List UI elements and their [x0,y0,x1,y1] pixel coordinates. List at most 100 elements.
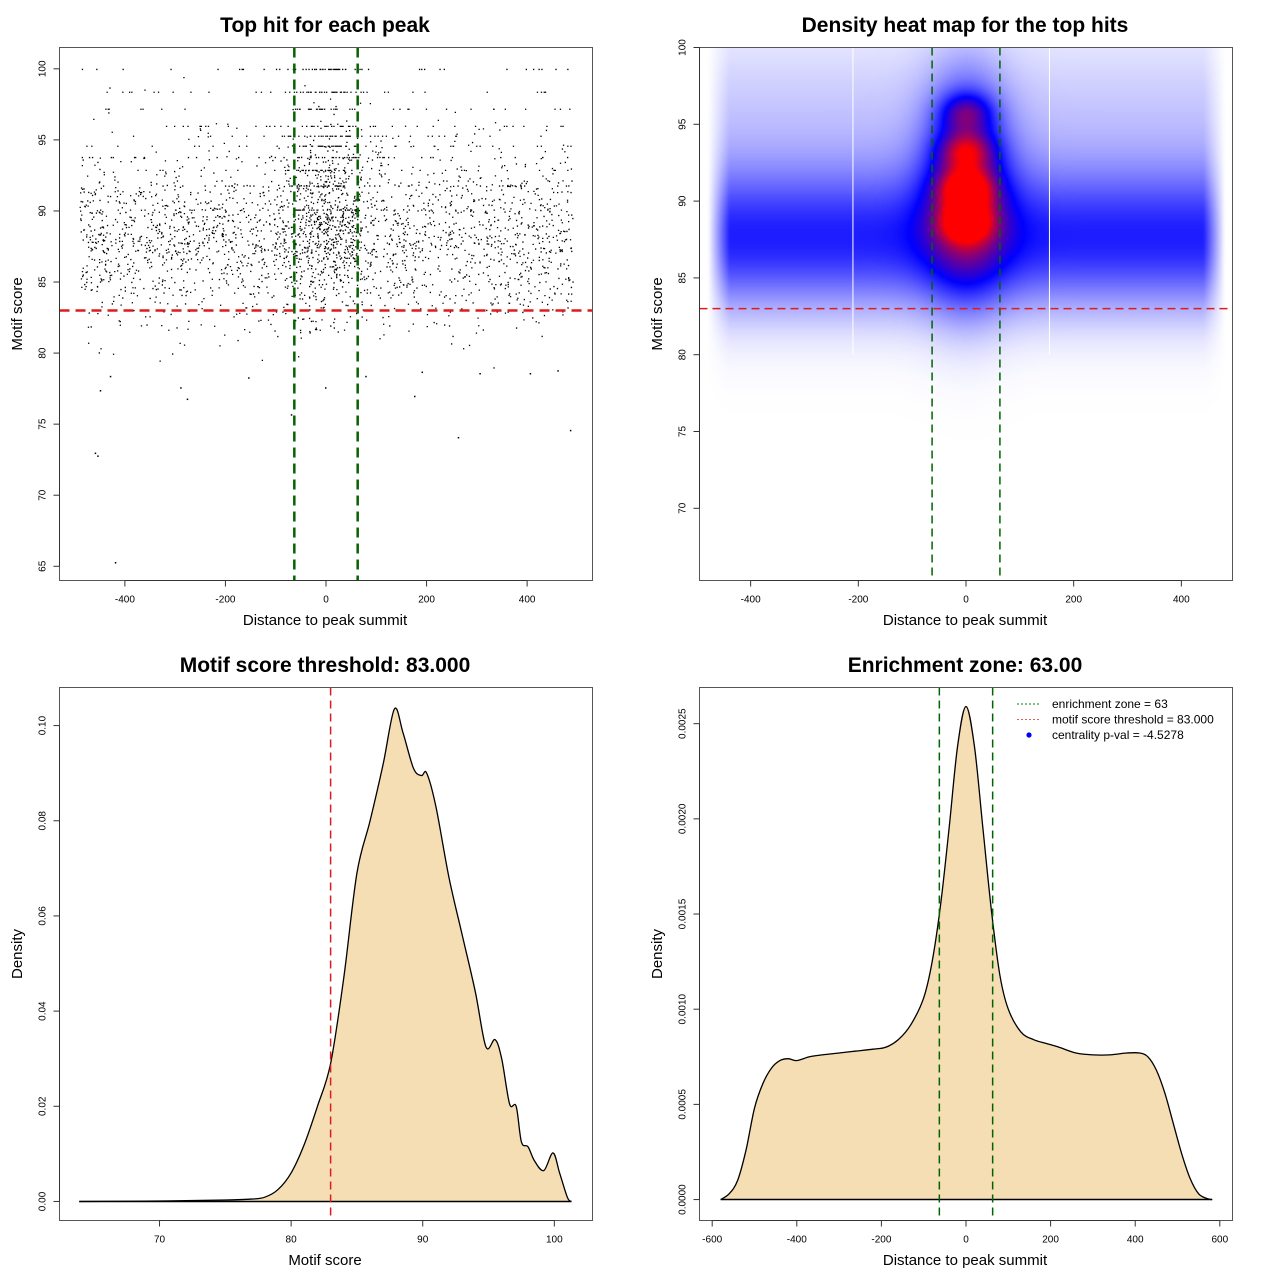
scatter-point [421,371,424,374]
y-tick-label: 85 [678,272,689,284]
x-tick-label: 400 [519,595,536,606]
scatter-point [94,452,97,455]
x-axis-label: Motif score [288,1252,361,1269]
y-tick-label: 0.10 [38,715,49,735]
panel-heatmap: Density heat map for the top hits -400 -2… [649,14,1233,629]
y-tick-label: 0.0025 [678,708,689,739]
y-tick-label: 70 [678,502,689,514]
legend-label: centrality p-val = -4.5278 [1052,728,1184,742]
legend-label: motif score threshold = 83.000 [1052,713,1214,727]
scatter-points-bulk [79,68,574,369]
scatter-point [324,387,327,389]
axes: -600 -400 -200 0 200 400 600 0.0000 0.0005 0.0010… [678,708,1229,1246]
y-tick-label: 0.04 [38,1001,49,1021]
x-tick-label: 0 [323,595,329,606]
panel-distance-density: Enrichment zone: 63.00 -600 -400 -200 0 200 4… [649,654,1233,1269]
scatter-point [457,436,460,439]
scatter-point [99,390,102,392]
chart-title: Motif score threshold: 83.000 [180,654,471,677]
y-tick-label: 95 [38,134,49,146]
y-axis-label: Motif score [649,277,666,350]
x-tick-label: 200 [1065,595,1082,606]
y-tick-label: 0.0020 [678,803,689,834]
x-tick-label: 100 [546,1235,563,1246]
scatter-point [248,377,250,379]
y-tick-label: 0.0015 [678,898,689,929]
legend-item: enrichment zone = 63 [1017,697,1168,711]
x-axis-label: Distance to peak summit [883,612,1048,629]
axes: -400 -200 0 200 400 65 70 75 80 85 90 95 100 [38,60,536,605]
y-tick-label: 80 [38,347,49,359]
y-tick-label: 0.0010 [678,993,689,1024]
y-tick-label: 70 [38,489,49,501]
scatter-point [557,370,559,372]
y-tick-label: 0.08 [38,811,49,831]
x-tick-label: 400 [1173,595,1190,606]
scatter-point [290,414,293,416]
x-tick-label: 80 [286,1235,298,1246]
legend-point-icon [1026,732,1032,738]
y-tick-label: 0.0000 [678,1184,689,1215]
y-tick-label: 0.00 [38,1191,49,1211]
axes: -400 -200 0 200 400 70 75 80 85 90 95 100 [678,39,1191,606]
x-tick-label: -400 [741,595,761,606]
scatter-point [186,398,189,401]
heatmap-canvas [699,47,1233,581]
density-curve [720,705,1213,1201]
panel-scatter: Top hit for each peak -400 -200 0 200 400 65 7… [9,14,593,629]
x-tick-label: 600 [1211,1235,1228,1246]
scatter-point [529,372,532,375]
scatter-point [114,562,117,564]
x-axis-label: Distance to peak summit [243,612,408,629]
scatter-point [413,395,416,398]
y-axis-label: Motif score [9,277,26,350]
plot-area [699,47,1233,581]
plot-area [720,687,1213,1221]
x-tick-label: 70 [154,1235,166,1246]
legend: enrichment zone = 63 motif score threshol… [1017,697,1214,742]
y-tick-label: 0.06 [38,906,49,926]
x-tick-label: 200 [418,595,435,606]
density-curve [79,707,572,1203]
y-tick-label: 100 [678,39,689,56]
x-tick-label: -400 [115,595,135,606]
y-tick-label: 80 [678,349,689,361]
x-tick-label: 200 [1042,1235,1059,1246]
x-tick-label: 0 [963,1235,969,1246]
x-tick-label: 0 [963,595,969,606]
chart-title: Top hit for each peak [220,14,430,37]
x-tick-label: -200 [215,595,235,606]
scatter-point [479,372,481,375]
axes: 70 80 90 100 0.00 0.02 0.04 0.06 0.08 0.10 [38,715,564,1245]
density-area [79,708,572,1202]
y-tick-label: 75 [678,426,689,438]
y-tick-label: 100 [38,60,49,77]
x-axis-label: Distance to peak summit [883,1252,1048,1269]
plot-frame [59,47,593,581]
x-tick-label: -200 [848,595,868,606]
y-tick-label: 65 [38,560,49,572]
scatter-point [365,375,367,378]
scatter-point [97,455,99,457]
y-tick-label: 90 [38,205,49,217]
scatter-point [180,387,182,389]
y-tick-label: 85 [38,276,49,288]
x-tick-label: -600 [702,1235,722,1246]
panel-score-density: Motif score threshold: 83.000 70 80 90 100 0… [9,654,593,1269]
scatter-point [569,429,572,432]
y-tick-label: 0.02 [38,1096,49,1116]
y-tick-label: 95 [678,118,689,130]
chart-title: Enrichment zone: 63.00 [848,654,1083,677]
x-tick-label: 400 [1127,1235,1144,1246]
x-tick-label: -400 [787,1235,807,1246]
legend-item: centrality p-val = -4.5278 [1026,728,1184,742]
y-axis-label: Density [9,928,26,979]
plot-area [59,47,593,581]
chart-title: Density heat map for the top hits [802,14,1129,37]
legend-label: enrichment zone = 63 [1052,697,1168,711]
density-area [720,706,1213,1200]
y-tick-label: 90 [678,195,689,207]
plot-area [79,687,572,1221]
y-axis-label: Density [649,928,666,979]
scatter-point [109,375,112,378]
